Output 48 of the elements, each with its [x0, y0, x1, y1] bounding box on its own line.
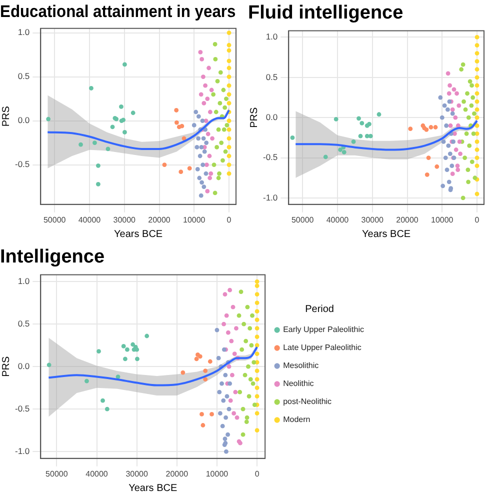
x-tick-label: 10000 [206, 469, 229, 478]
y-axis-title: PRS [248, 106, 260, 128]
y-tick-label: 1.0 [266, 32, 278, 42]
chart-title: Educational attainment in years [0, 2, 236, 22]
x-tick-label: 50000 [43, 215, 66, 224]
x-tick-label: 20000 [166, 469, 189, 478]
x-tick-label: 30000 [126, 469, 148, 478]
y-tick-label: 0.0 [18, 115, 30, 126]
x-tick-label: 20000 [148, 215, 171, 224]
legend-label: Neolithic [283, 379, 314, 388]
x-tick-label: 10000 [431, 215, 454, 224]
y-tick-label: -0.5 [262, 152, 278, 162]
x-tick-label: 10000 [183, 215, 206, 224]
x-tick-label: 0 [474, 215, 480, 224]
y-axis-title: PRS [0, 356, 12, 377]
y-axis-title: PRS [0, 106, 12, 127]
legend-label: Modern [283, 415, 310, 424]
legend-label: Mesolithic [283, 361, 319, 370]
x-tick-label: 40000 [86, 469, 108, 478]
x-tick-label: 40000 [326, 215, 350, 224]
x-tick-label: 0 [226, 215, 232, 224]
x-tick-label: 0 [254, 469, 260, 478]
x-tick-label: 40000 [78, 215, 102, 224]
y-tick-label: -1.0 [14, 446, 30, 456]
x-axis-title: Years BCE [362, 228, 411, 240]
y-tick-label: 0.5 [18, 318, 30, 328]
x-tick-label: 30000 [361, 215, 384, 224]
y-tick-label: -0.5 [14, 159, 30, 170]
chart-title: Fluid intelligence [248, 2, 404, 24]
legend-label: post-Neolithic [283, 397, 332, 406]
chart-title: Intelligence [0, 246, 105, 268]
x-axis-title: Years BCE [128, 482, 178, 494]
legend-title: Period [305, 304, 334, 315]
x-tick-label: 50000 [291, 215, 314, 224]
y-tick-label: 1.0 [18, 276, 30, 286]
y-tick-label: 0.0 [266, 112, 278, 122]
legend-label: Early Upper Paleolithic [283, 325, 364, 334]
y-tick-label: 0.0 [18, 360, 30, 371]
x-axis-title: Years BCE [114, 228, 163, 240]
y-tick-label: 1.0 [18, 27, 30, 38]
y-tick-label: -0.5 [14, 403, 30, 414]
y-tick-label: 0.5 [266, 72, 278, 82]
legend-label: Late Upper Paleolithic [283, 343, 362, 352]
y-tick-label: -1.0 [262, 192, 278, 202]
x-tick-label: 50000 [46, 469, 68, 478]
y-tick-label: 0.5 [18, 71, 30, 82]
x-tick-label: 20000 [396, 215, 419, 224]
x-tick-label: 30000 [113, 215, 136, 224]
